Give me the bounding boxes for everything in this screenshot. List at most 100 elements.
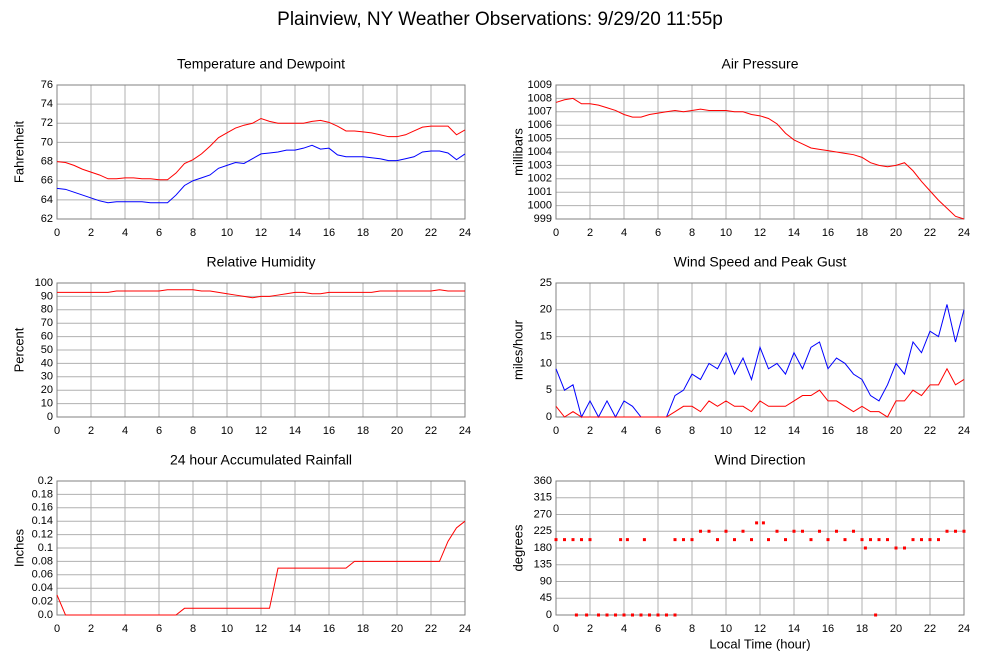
x-tick-label: 14 (788, 425, 800, 437)
x-tick-label: 14 (289, 623, 301, 635)
x-tick-label: 0 (553, 623, 559, 635)
y-tick-label: 60 (41, 331, 53, 343)
data-point (614, 613, 617, 617)
y-axis-label: Percent (11, 327, 26, 372)
x-tick-label: 24 (459, 623, 471, 635)
x-tick-label: 24 (459, 227, 471, 239)
data-point (920, 538, 923, 542)
x-tick-label: 4 (122, 623, 128, 635)
panel-title: Wind Direction (714, 452, 805, 468)
x-tick-label: 12 (754, 227, 766, 239)
y-tick-label: 70 (41, 317, 53, 329)
x-tick-label: 22 (924, 425, 936, 437)
y-tick-label: 1006 (528, 119, 552, 131)
panel-title: Temperature and Dewpoint (177, 56, 345, 72)
data-line (56, 117, 466, 181)
x-tick-label: 12 (754, 623, 766, 635)
data-point (741, 529, 745, 533)
data-point (826, 538, 830, 542)
data-point (874, 613, 878, 617)
data-point (648, 613, 651, 617)
data-point (597, 613, 600, 617)
plot-frame (555, 84, 965, 220)
y-tick-label: 0.12 (32, 529, 53, 541)
plot-frame (555, 282, 965, 418)
x-tick-label: 16 (323, 623, 335, 635)
data-point (818, 529, 821, 533)
data-point (860, 538, 864, 542)
panel-title: Wind Speed and Peak Gust (674, 254, 847, 270)
data-point (863, 546, 867, 550)
panel-title: Relative Humidity (207, 254, 316, 270)
data-point (690, 538, 694, 542)
y-tick-label: 0.18 (32, 488, 53, 500)
data-point (962, 529, 966, 533)
panel-title: 24 hour Accumulated Rainfall (170, 452, 352, 468)
x-tick-label: 14 (788, 623, 800, 635)
data-point (835, 529, 838, 533)
data-point (605, 613, 609, 617)
y-tick-label: 20 (41, 384, 53, 396)
data-point (673, 538, 677, 542)
y-axis-label: degrees (510, 524, 525, 571)
x-tick-label: 4 (122, 227, 128, 239)
x-tick-label: 8 (689, 425, 695, 437)
data-point (656, 613, 660, 617)
x-tick-label: 16 (323, 425, 335, 437)
data-point (945, 529, 949, 533)
data-point (801, 529, 804, 533)
data-point (580, 538, 583, 542)
x-tick-label: 20 (391, 227, 403, 239)
data-point (665, 613, 668, 617)
data-point (682, 538, 685, 542)
x-tick-label: 18 (856, 623, 868, 635)
plot-frame (56, 480, 466, 616)
y-tick-label: 0 (47, 411, 53, 423)
y-axis-label: miles/hour (510, 319, 525, 380)
x-tick-label: 16 (323, 227, 335, 239)
data-point (588, 538, 592, 542)
data-point (894, 546, 898, 550)
x-tick-label: 20 (391, 425, 403, 437)
y-axis-label: millibars (510, 128, 525, 176)
y-tick-label: 360 (534, 475, 552, 487)
x-tick-label: 2 (88, 623, 94, 635)
x-axis-label: Local Time (hour) (709, 636, 810, 651)
y-tick-label: 0.04 (32, 582, 53, 594)
y-tick-label: 180 (534, 542, 552, 554)
data-point (869, 538, 872, 542)
y-tick-label: 0.06 (32, 569, 53, 581)
y-tick-label: 62 (41, 213, 53, 225)
x-tick-label: 8 (190, 425, 196, 437)
plot-frame (555, 480, 965, 616)
y-tick-label: 0.0 (38, 609, 53, 621)
data-point (886, 538, 889, 542)
y-tick-label: 90 (41, 290, 53, 302)
x-tick-label: 8 (689, 623, 695, 635)
x-tick-label: 12 (255, 227, 267, 239)
x-tick-label: 12 (255, 623, 267, 635)
y-tick-label: 25 (540, 277, 552, 289)
y-tick-label: 100 (35, 277, 53, 289)
x-tick-label: 18 (357, 425, 369, 437)
y-tick-label: 80 (41, 304, 53, 316)
x-tick-label: 20 (391, 623, 403, 635)
x-tick-label: 10 (221, 623, 233, 635)
y-tick-label: 40 (41, 357, 53, 369)
x-tick-label: 2 (587, 425, 593, 437)
x-tick-label: 12 (255, 425, 267, 437)
data-point (903, 546, 906, 550)
data-point (699, 529, 702, 533)
y-tick-label: 1000 (528, 200, 552, 212)
x-tick-label: 4 (621, 425, 627, 437)
y-tick-label: 1005 (528, 133, 552, 145)
data-line (555, 97, 965, 220)
data-point (622, 613, 626, 617)
y-tick-label: 5 (546, 384, 552, 396)
y-axis-label: Fahrenheit (11, 121, 26, 184)
data-point (911, 538, 915, 542)
x-tick-label: 10 (720, 425, 732, 437)
x-tick-label: 8 (689, 227, 695, 239)
data-line (555, 304, 965, 419)
plot-frame (56, 84, 466, 220)
